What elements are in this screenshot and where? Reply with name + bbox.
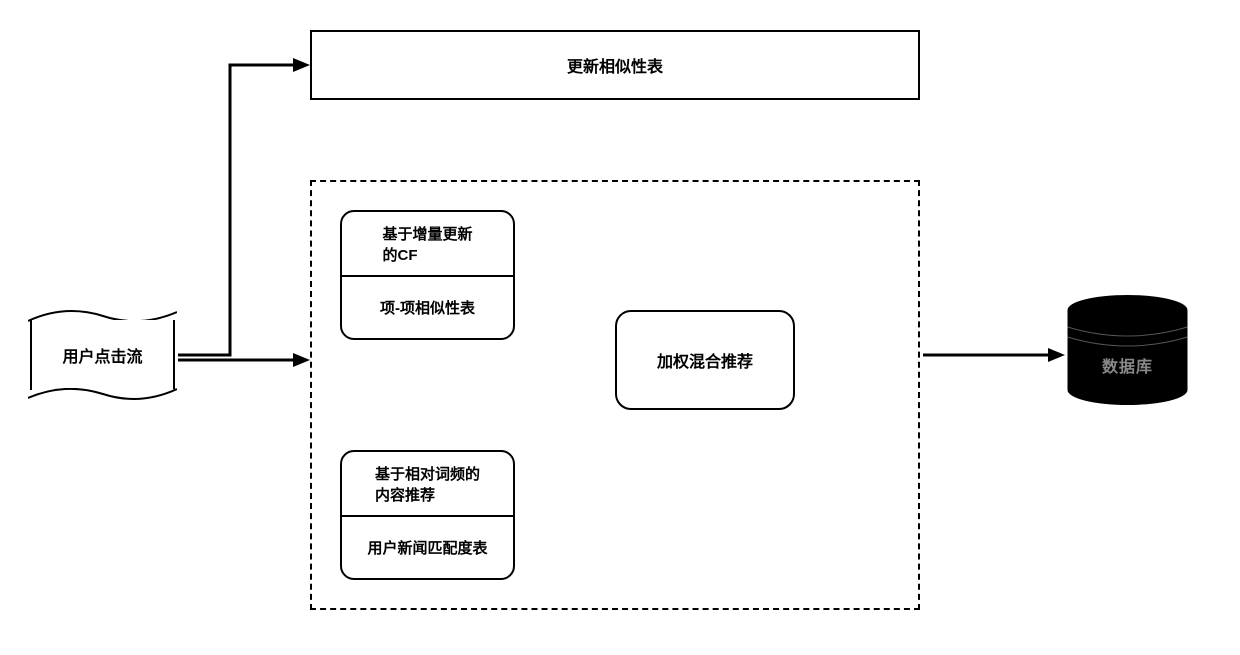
label-database: 数据库 [1065, 353, 1190, 377]
label-user-clickstream: 用户点击流 [62, 343, 142, 367]
node-content-rec: 基于相对词频的 内容推荐 用户新闻匹配度表 [340, 450, 515, 580]
arrow-input-to-update [175, 55, 315, 365]
diagram-canvas: 用户点击流 更新相似性表 基于增量更新 的CF 项-项相似性表 基于相对词频的 … [0, 0, 1240, 655]
node-update-similarity: 更新相似性表 [310, 30, 920, 100]
node-weighted-mix: 加权混合推荐 [615, 310, 795, 410]
arrow-mix-to-db [920, 340, 1070, 370]
label-cf-top: 基于增量更新 的CF [382, 223, 472, 265]
node-database: 数据库 [1065, 295, 1190, 405]
label-update-similarity: 更新相似性表 [567, 53, 663, 77]
label-weighted-mix: 加权混合推荐 [657, 348, 753, 372]
node-user-clickstream: 用户点击流 [30, 320, 175, 390]
label-content-bottom: 用户新闻匹配度表 [367, 537, 487, 558]
arrow-input-to-container [175, 345, 315, 375]
label-content-top: 基于相对词频的 内容推荐 [375, 463, 480, 505]
label-cf-bottom: 项-项相似性表 [380, 297, 475, 318]
node-incremental-cf: 基于增量更新 的CF 项-项相似性表 [340, 210, 515, 340]
